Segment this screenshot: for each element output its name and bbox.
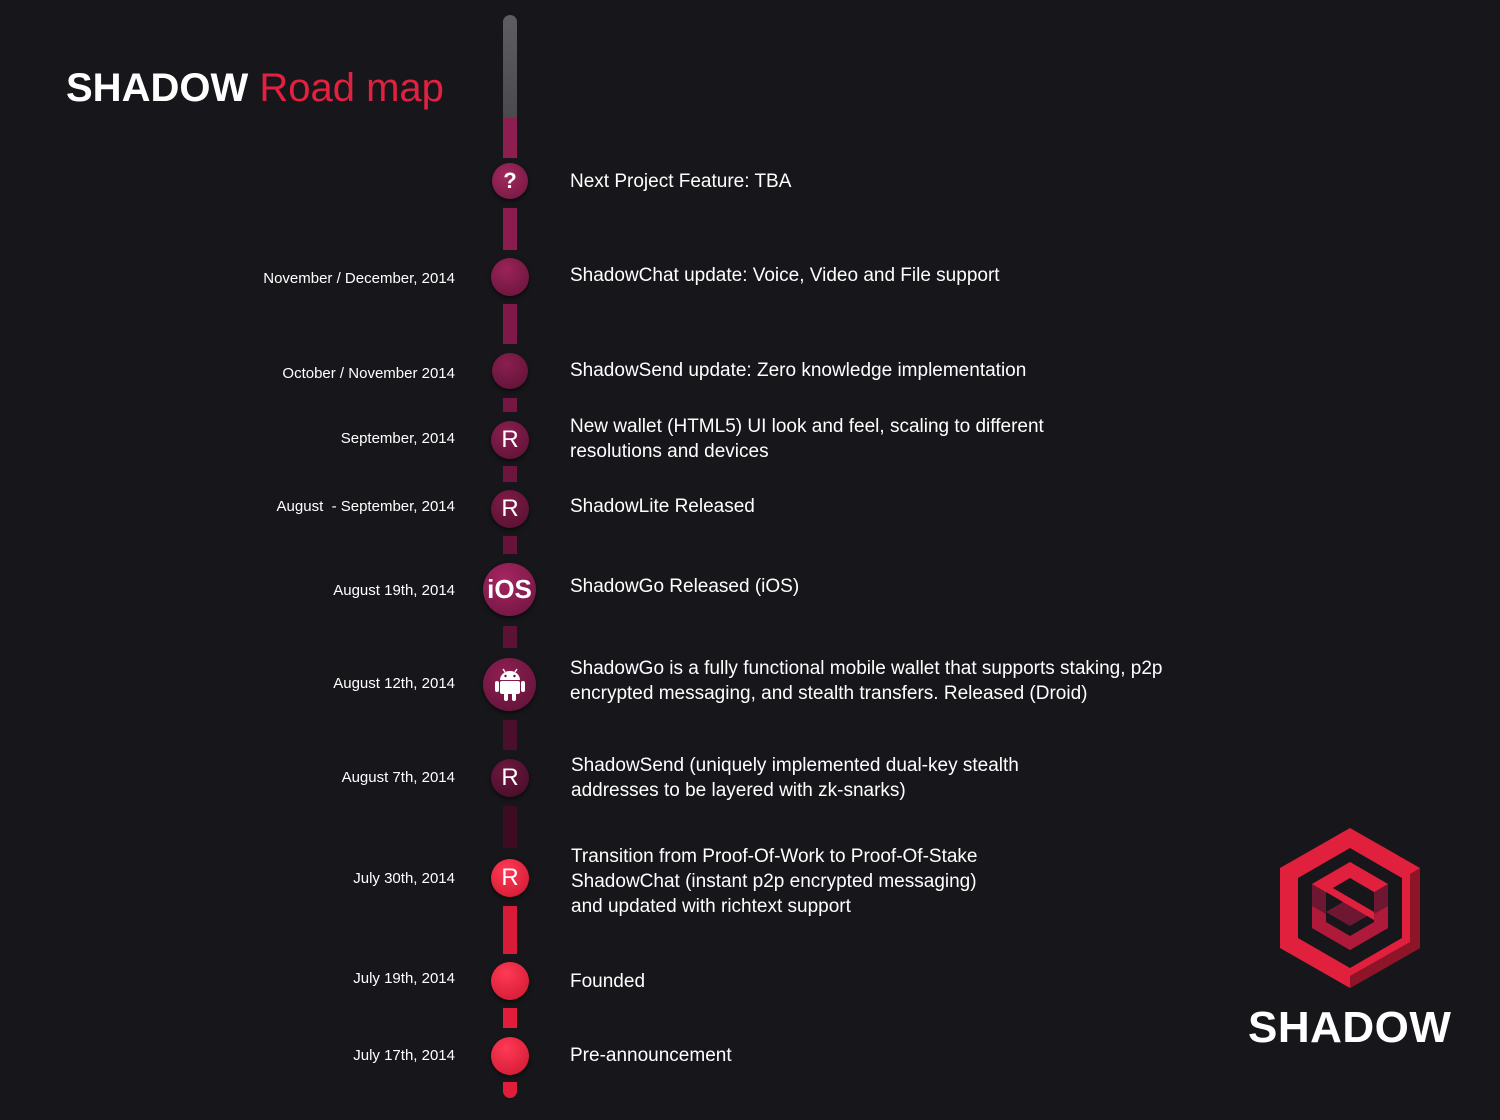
title-brand: SHADOW: [66, 66, 249, 110]
released-icon: R: [491, 759, 529, 797]
shadow-hexagon-logo-icon: [1280, 828, 1420, 988]
milestone-description: ShadowGo Released (iOS): [570, 576, 800, 597]
dot-icon: [491, 1037, 529, 1075]
dot-icon: [491, 962, 529, 1000]
milestone-date: November / December, 2014: [263, 270, 455, 287]
released-icon: R: [491, 421, 529, 459]
milestone-description: ShadowLite Released: [570, 496, 755, 517]
timeline-segment: [503, 118, 517, 158]
dot-icon: [491, 258, 529, 296]
android-robot-icon: [494, 668, 525, 701]
milestone-date: July 17th, 2014: [353, 1047, 455, 1064]
milestone-date: September, 2014: [340, 430, 455, 447]
milestone-date: August 12th, 2014: [333, 675, 455, 692]
title-roadmap: Road map: [259, 66, 444, 110]
milestone-description: Next Project Feature: TBA: [570, 171, 792, 192]
milestone-description: ShadowSend update: Zero knowledge implem…: [570, 360, 1027, 381]
timeline-segment: [503, 626, 517, 648]
timeline-segment: [503, 1008, 517, 1028]
released-icon: R: [491, 859, 529, 897]
timeline-segment: [503, 208, 517, 250]
page-title: SHADOW Road map: [66, 66, 444, 111]
milestone-description: ShadowSend (uniquely implemented dual-ke…: [571, 755, 1019, 801]
ios-icon: iOS: [483, 563, 536, 616]
milestone-date: August 19th, 2014: [333, 582, 455, 599]
timeline-segment: [503, 304, 517, 344]
timeline-segment: [503, 906, 517, 954]
milestone-date: July 19th, 2014: [353, 970, 455, 987]
milestone-description: ShadowGo is a fully functional mobile wa…: [570, 658, 1163, 704]
milestone-date: August 7th, 2014: [341, 769, 455, 786]
milestone-description: Founded: [570, 971, 646, 992]
released-icon: R: [491, 490, 529, 528]
milestone-description: ShadowChat update: Voice, Video and File…: [570, 265, 1000, 286]
milestone-description: New wallet (HTML5) UI look and feel, sca…: [570, 416, 1044, 462]
timeline-segment: [503, 466, 517, 482]
android-icon: [483, 658, 536, 711]
timeline-segment-bottom: [503, 1082, 517, 1098]
milestone-date: July 30th, 2014: [353, 870, 455, 887]
milestone-date: October / November 2014: [282, 365, 455, 382]
dot-icon: [492, 353, 528, 389]
timeline-segment: [503, 720, 517, 750]
milestone-description: Transition from Proof-Of-Work to Proof-O…: [571, 846, 978, 917]
timeline-segment: [503, 536, 517, 554]
milestone-date: August - September, 2014: [276, 498, 455, 515]
timeline-segment: [503, 398, 517, 412]
timeline-segment-top: [503, 15, 517, 120]
question-icon: ?: [492, 163, 528, 199]
timeline-segment: [503, 806, 517, 848]
logo-wordmark: SHADOW: [1248, 1003, 1452, 1052]
milestone-description: Pre-announcement: [570, 1045, 732, 1066]
